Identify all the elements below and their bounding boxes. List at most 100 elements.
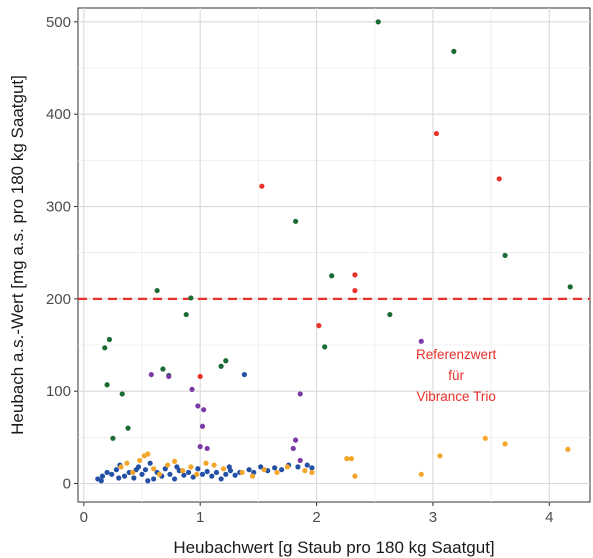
data-point <box>284 464 291 470</box>
data-point <box>145 478 151 484</box>
data-point <box>567 284 573 290</box>
y-tick-label: 200 <box>46 291 71 308</box>
data-point <box>352 287 358 294</box>
data-point <box>142 467 149 473</box>
data-point <box>151 466 157 472</box>
data-point <box>348 456 355 462</box>
data-point <box>133 467 139 473</box>
data-point <box>309 469 315 476</box>
data-point <box>329 273 335 279</box>
minor-gridlines <box>78 8 590 502</box>
data-point <box>220 466 227 472</box>
reference-annotation-line: für <box>448 368 464 383</box>
data-point <box>130 469 136 476</box>
data-point <box>218 363 224 369</box>
data-point <box>437 453 443 459</box>
data-point <box>197 373 203 380</box>
data-point <box>104 469 110 476</box>
data-point <box>290 445 296 452</box>
data-point <box>116 475 122 481</box>
data-point <box>188 295 194 301</box>
data-point <box>199 471 206 477</box>
data-point <box>137 457 143 464</box>
data-points <box>95 19 573 484</box>
data-point <box>295 464 301 470</box>
y-tick-label: 400 <box>46 106 71 123</box>
reference-annotation-line: Referenzwert <box>416 347 497 362</box>
data-point <box>197 443 203 450</box>
data-point <box>344 456 350 462</box>
data-point <box>565 446 571 452</box>
data-point <box>204 445 210 452</box>
data-point <box>418 471 424 477</box>
x-tick-label: 3 <box>429 509 437 526</box>
data-point <box>174 464 180 470</box>
data-point <box>185 469 192 476</box>
data-point <box>293 437 299 443</box>
data-point <box>183 311 189 318</box>
y-axis-title: Heubach a.s.-Wert [mg a.s. pro 180 kg Sa… <box>8 75 27 435</box>
data-point <box>165 462 171 468</box>
data-point <box>166 373 172 380</box>
data-point <box>352 473 358 479</box>
data-point <box>189 386 195 392</box>
data-point <box>496 176 502 182</box>
data-point <box>162 466 168 472</box>
data-point <box>99 473 106 479</box>
data-point <box>148 371 154 378</box>
data-point <box>209 473 215 479</box>
x-tick-label: 2 <box>312 509 320 526</box>
data-point <box>279 467 285 473</box>
data-point <box>218 476 224 482</box>
data-point <box>223 358 229 364</box>
data-point <box>274 469 280 476</box>
data-point <box>104 382 110 388</box>
data-point <box>293 218 299 224</box>
x-tick-label: 0 <box>80 509 88 526</box>
x-axis-ticks: 0 1 2 3 4 <box>80 502 553 526</box>
y-tick-label: 500 <box>46 14 71 31</box>
data-point <box>125 425 131 431</box>
data-point <box>106 336 113 343</box>
data-point <box>124 460 130 466</box>
data-point <box>297 457 303 464</box>
reference-annotation: Referenzwert für Vibrance Trio <box>416 347 497 404</box>
data-point <box>302 468 308 474</box>
plot-panel <box>77 7 591 503</box>
data-point <box>195 403 201 409</box>
y-tick-label: 300 <box>46 199 71 216</box>
data-point <box>188 464 194 470</box>
data-point <box>199 423 206 429</box>
y-tick-label: 0 <box>63 476 71 493</box>
x-tick-label: 1 <box>196 509 204 526</box>
data-point <box>156 471 163 477</box>
data-point <box>213 469 220 476</box>
data-point <box>309 465 315 471</box>
data-point <box>102 345 108 351</box>
data-point <box>171 458 178 464</box>
data-point <box>258 464 264 470</box>
data-point <box>304 462 310 468</box>
data-point <box>131 475 137 481</box>
data-point <box>151 476 157 482</box>
data-point <box>110 435 116 441</box>
data-point <box>154 287 160 294</box>
data-point <box>261 467 267 473</box>
data-point <box>171 476 178 482</box>
data-point <box>98 478 104 484</box>
data-point <box>119 391 125 397</box>
data-point <box>232 472 238 478</box>
data-point <box>259 183 265 189</box>
x-tick-label: 4 <box>545 509 553 526</box>
y-tick-label: 100 <box>46 383 71 400</box>
data-point <box>375 19 381 25</box>
data-point <box>316 323 322 329</box>
data-point <box>190 474 196 480</box>
data-point <box>418 338 424 344</box>
data-point <box>109 471 115 477</box>
data-point <box>322 344 328 350</box>
data-point <box>118 464 124 470</box>
data-point <box>167 471 173 477</box>
data-point <box>160 366 166 372</box>
